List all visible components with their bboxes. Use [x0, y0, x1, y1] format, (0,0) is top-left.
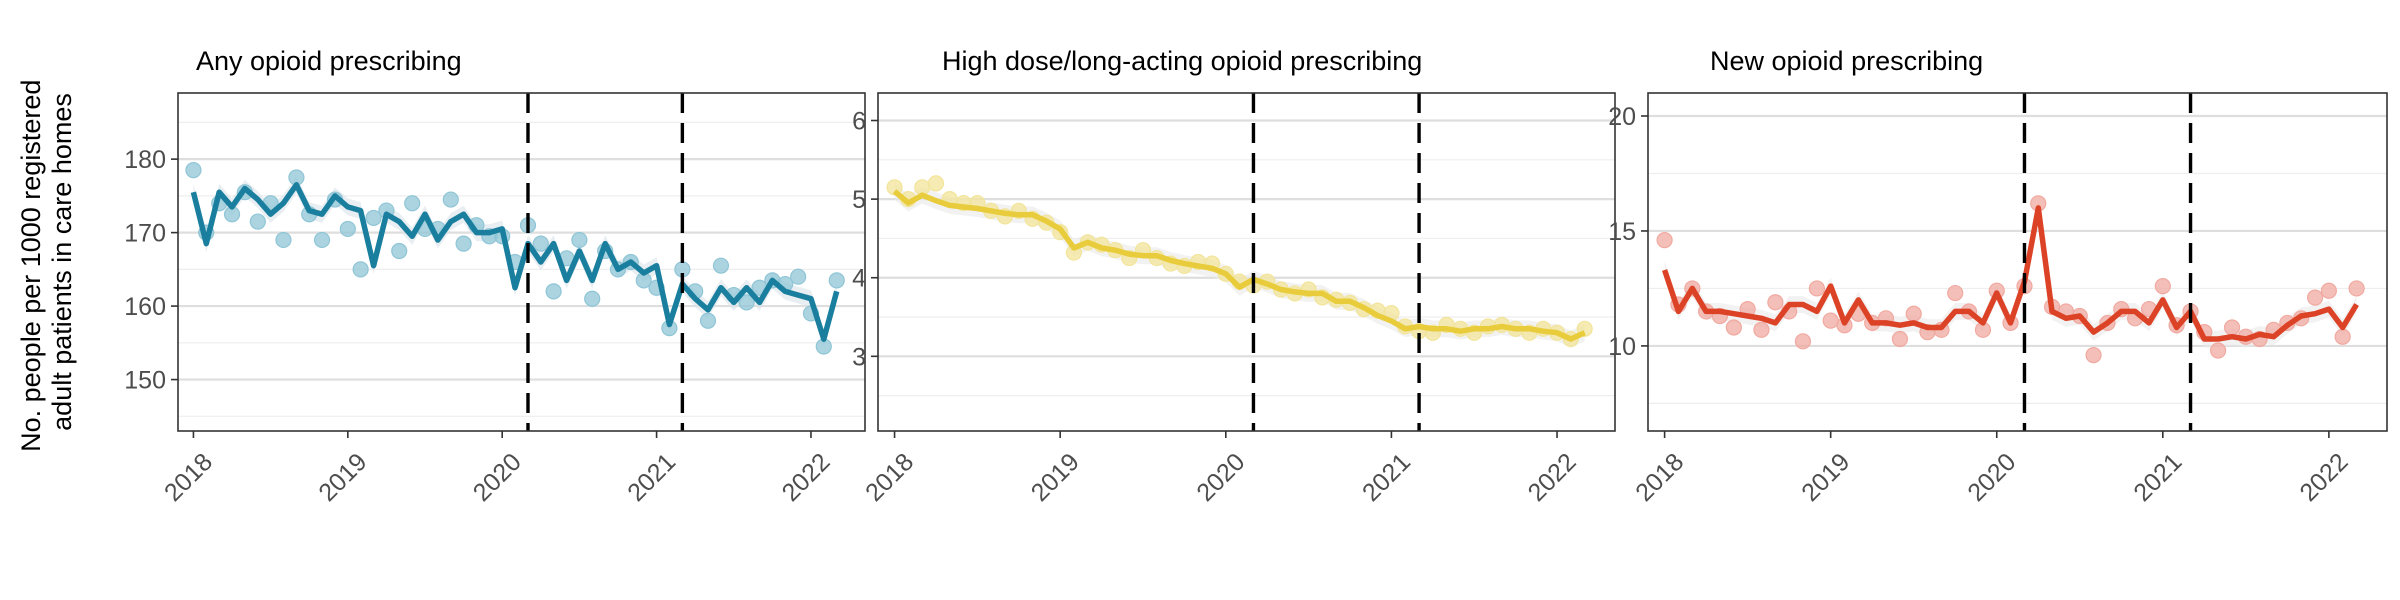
fitted-line — [892, 189, 1586, 342]
observed-point — [584, 290, 601, 307]
y-tick-label: 3 — [852, 343, 866, 371]
observed-point — [738, 294, 755, 311]
observed-point — [571, 231, 588, 249]
observed-point — [339, 220, 356, 238]
y-tick-label: 160 — [124, 293, 166, 321]
y-tick-label: 6 — [852, 108, 866, 136]
panel-title: Any opioid prescribing — [196, 46, 462, 76]
fitted-line — [1661, 205, 2359, 342]
observed-point — [2154, 278, 2171, 295]
observed-point — [1822, 312, 1839, 329]
observed-point — [1947, 284, 1964, 302]
observed-point — [1905, 305, 1922, 322]
observed-point — [1891, 330, 1909, 348]
observed-point — [1767, 294, 1784, 311]
observed-point — [455, 235, 472, 252]
observed-point — [2348, 280, 2365, 297]
observed-point — [532, 235, 549, 252]
observed-point — [249, 213, 266, 230]
observed-point — [2320, 282, 2337, 299]
observed-point — [699, 312, 717, 329]
y-tick-label: 150 — [124, 367, 166, 395]
observed-point — [404, 195, 421, 212]
observed-point — [391, 242, 408, 260]
y-tick-label: 170 — [124, 220, 166, 248]
observed-point — [790, 268, 807, 285]
observed-point — [927, 175, 945, 192]
y-tick-label: 180 — [124, 146, 166, 174]
observed-point — [2223, 319, 2241, 336]
fitted-line — [190, 182, 840, 342]
y-axis-title-line-1: No. people per 1000 registered — [16, 80, 46, 452]
panel-frame — [177, 92, 866, 432]
observed-point — [442, 191, 459, 208]
observed-point — [2306, 289, 2324, 306]
observed-point — [1753, 321, 1770, 338]
y-tick-label: 10 — [1608, 333, 1636, 361]
y-tick-label: 4 — [852, 265, 866, 293]
panel-frame — [1647, 92, 2388, 432]
observed-point — [828, 272, 845, 289]
observed-point — [2334, 328, 2351, 345]
observed-point — [185, 162, 202, 179]
observed-point — [1725, 319, 1742, 336]
observed-point — [1794, 333, 1812, 350]
y-tick-label: 20 — [1608, 103, 1636, 131]
observed-point — [712, 257, 730, 274]
y-axis-title-line-2: adult patients in care homes — [47, 93, 77, 431]
y-axis-title: No. people per 1000 registered adult pat… — [16, 72, 77, 452]
observed-point — [2210, 342, 2227, 359]
panel-title: New opioid prescribing — [1710, 46, 1983, 76]
observed-point — [365, 209, 382, 227]
observed-point — [352, 261, 369, 278]
observed-point — [1656, 232, 1673, 249]
observed-point — [313, 231, 331, 249]
observed-point — [275, 231, 292, 249]
y-tick-label: 5 — [852, 186, 866, 214]
observed-point — [545, 283, 562, 300]
panel-frame — [877, 92, 1616, 432]
panel-title: High dose/long-acting opioid prescribing — [942, 46, 1422, 76]
observed-point — [2085, 347, 2102, 364]
y-tick-label: 15 — [1608, 218, 1636, 246]
observed-point — [1808, 280, 1825, 297]
